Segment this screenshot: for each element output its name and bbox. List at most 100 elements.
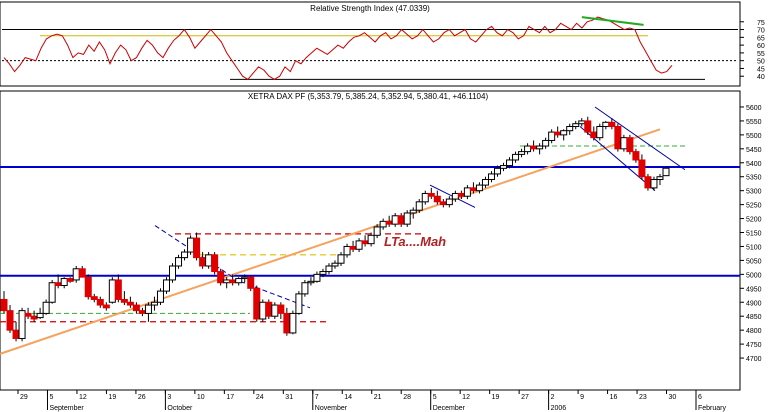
candle-body-up (487, 173, 495, 181)
candle-body-up (319, 271, 327, 275)
price-y-tick-label: 5100 (746, 244, 762, 251)
candle-body-down (265, 301, 273, 317)
candle-body-up (175, 257, 183, 267)
x-tick-label: 5 (49, 394, 53, 401)
price-pane: XETRA DAX PF (5,353.79, 5,385.24, 5,352.… (0, 90, 762, 391)
rsi-y-tick-label: 60 (757, 43, 765, 50)
candle-body-down (211, 254, 219, 273)
candle-body-down (644, 176, 652, 189)
candle-body-down (469, 187, 477, 192)
candle-body-down (132, 304, 140, 312)
candle-body-down (78, 268, 86, 278)
candle-body-up (391, 215, 399, 225)
month-label: November (315, 405, 348, 412)
x-tick-label: 10 (197, 394, 205, 401)
candle-body-down (590, 131, 598, 139)
candle-body-up (536, 145, 544, 150)
price-y-tick-label: 5200 (746, 217, 762, 224)
candle-body-down (253, 287, 261, 320)
x-tick-label: 23 (639, 394, 647, 401)
candle-body-up (542, 139, 550, 147)
candle-body-up (72, 268, 80, 281)
candle-body-down (283, 312, 291, 334)
x-tick-label: 14 (344, 394, 352, 401)
candle-body-down (530, 145, 538, 150)
price-y-axis: 4700 4750 4800 4850 4900 4950 5000 5050 5100 5150… (740, 105, 762, 363)
x-tick-label: 2 (551, 394, 555, 401)
candle-body-up (373, 226, 381, 236)
rsi-y-tick-label: 50 (757, 59, 765, 66)
month-label: September (49, 405, 84, 412)
candle-body-up (205, 254, 213, 267)
price-y-tick-label: 4800 (746, 328, 762, 335)
candle-body-down (554, 131, 562, 136)
candle-body-down (24, 312, 32, 317)
x-tick-label: 26 (138, 394, 146, 401)
rsi-y-tick-label: 65 (757, 35, 765, 42)
candle-body-up (259, 301, 267, 320)
price-title: XETRA DAX PF (5,353.79, 5,385.24, 5,352.… (248, 92, 489, 101)
x-tick-label: 30 (669, 394, 677, 401)
candle-body-up (596, 126, 604, 139)
candle-body-down (608, 121, 616, 128)
candle-body-up (156, 290, 164, 303)
candle-body-up (150, 301, 158, 306)
price-y-tick-label: 4700 (746, 356, 762, 363)
x-axis-ticks: 29 5 12 19 26 3 10 17 24 31 7 14 21 28 5 12 19 27 2 9 16 23 30… (17, 390, 702, 401)
candle-body-down (66, 278, 74, 282)
price-y-tick-label: 5300 (746, 189, 762, 196)
candle-body-up (506, 159, 514, 167)
x-tick-label: 17 (226, 394, 234, 401)
price-y-tick-label: 4950 (746, 286, 762, 293)
candle-body-up (60, 278, 68, 287)
candle-body-up (602, 121, 610, 128)
candle-body-up (572, 123, 580, 128)
candle-body-up (181, 251, 189, 259)
rsi-y-tick-label: 75 (757, 20, 765, 27)
candle-body-up (36, 312, 44, 319)
candle-body-up (421, 192, 429, 203)
candle-body-down (84, 276, 92, 298)
candle-body-up (108, 279, 116, 303)
candle-body-up (169, 265, 177, 281)
candle-body-up (271, 304, 279, 317)
candle-body-up (662, 167, 670, 177)
price-y-tick-label: 5500 (746, 133, 762, 140)
candle-body-up (235, 278, 243, 284)
price-y-tick-label: 4750 (746, 342, 762, 349)
candle-body-down (90, 296, 98, 300)
x-tick-label: 31 (285, 394, 293, 401)
candle-body-up (578, 120, 586, 125)
price-y-tick-label: 4850 (746, 314, 762, 321)
candle-body-up (355, 240, 363, 250)
rsi-y-tick-label: 55 (757, 51, 765, 58)
candle-body-up (560, 130, 568, 136)
rsi-series-line (3, 16, 673, 80)
candle-body-down (96, 298, 104, 306)
candle-body-up (301, 282, 309, 295)
price-orange-trendline (0, 128, 661, 355)
x-tick-label: 3 (167, 394, 171, 401)
candle-body-up (307, 280, 315, 284)
x-tick-label: 12 (462, 394, 470, 401)
candle-body-up (524, 145, 532, 153)
candle-body-down (397, 215, 405, 225)
x-axis: 29 5 12 19 26 3 10 17 24 31 7 14 21 28 5 12 19 27 2 9 16 23 30… (0, 389, 740, 412)
candle-body-up (162, 279, 170, 292)
x-tick-label: 5 (433, 394, 437, 401)
price-y-tick-label: 5350 (746, 175, 762, 182)
x-tick-label: 24 (256, 394, 264, 401)
candle-body-up (295, 293, 303, 314)
x-tick-label: 9 (580, 394, 584, 401)
rsi-pane: Relative Strength Index (47.0339) 404550… (0, 1, 765, 87)
rsi-reference-lines (2, 29, 738, 80)
candle-body-up (451, 192, 459, 200)
rsi-green-trend-path (581, 16, 644, 26)
candle-body-up (656, 176, 664, 181)
x-tick-label: 16 (610, 394, 618, 401)
candle-body-up (343, 245, 351, 256)
candle-body-up (187, 237, 195, 253)
candle-body-up (650, 179, 658, 189)
rsi-pane-frame (0, 1, 741, 87)
candle-body-up (566, 126, 574, 132)
